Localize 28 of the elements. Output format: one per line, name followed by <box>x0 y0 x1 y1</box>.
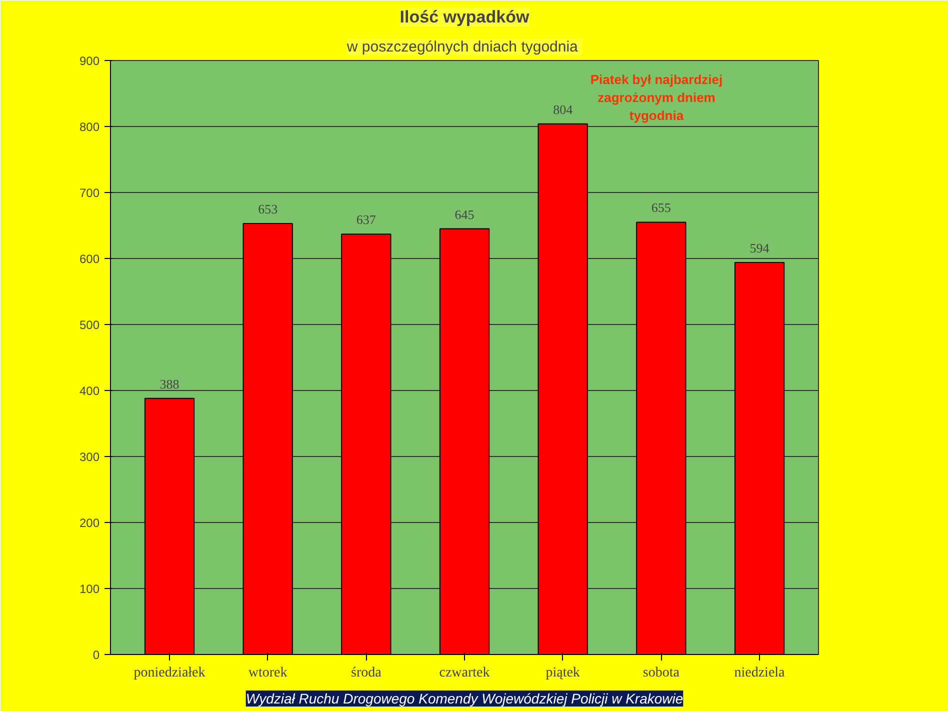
y-tick-label: 400 <box>79 384 100 398</box>
data-label: 655 <box>651 200 671 216</box>
x-tick-label: sobota <box>642 666 680 680</box>
y-tick-label: 0 <box>92 648 100 662</box>
data-label: 388 <box>160 376 180 392</box>
data-label: 653 <box>258 202 278 217</box>
annotation: Piatek był najbardziej zagrożonym dniem tygodnia <box>590 72 723 123</box>
x-tick-label: poniedziałek <box>134 666 206 680</box>
y-tick-label: 700 <box>79 186 100 200</box>
text: Wydział Ruchu Drogowego Komendy Wojewódzkiej Policji w Krakowie <box>246 690 684 706</box>
y-tick-label: 300 <box>79 450 100 464</box>
x-tick-label: czwartek <box>439 666 490 680</box>
y-tick-label: 800 <box>79 120 100 134</box>
y-tick-label: 100 <box>79 582 100 596</box>
chart-title: Ilość wypadków <box>400 8 530 26</box>
y-tick-label: 600 <box>79 252 100 266</box>
x-tick-label: środa <box>351 666 382 680</box>
data-label: 804 <box>553 102 574 117</box>
x-tick-label: wtorek <box>248 666 288 680</box>
data-label: 594 <box>750 240 770 256</box>
y-tick-label: 200 <box>79 516 100 530</box>
data-label: 637 <box>356 212 376 228</box>
x-tick-label: piątek <box>546 666 580 680</box>
y-tick-label: 500 <box>79 318 100 332</box>
data-label: 645 <box>454 206 474 222</box>
chart-subtitle: w poszczególnych dniach tygodnia <box>346 38 579 56</box>
y-tick-label: 900 <box>79 54 100 68</box>
x-tick-label: niedziela <box>734 666 786 680</box>
